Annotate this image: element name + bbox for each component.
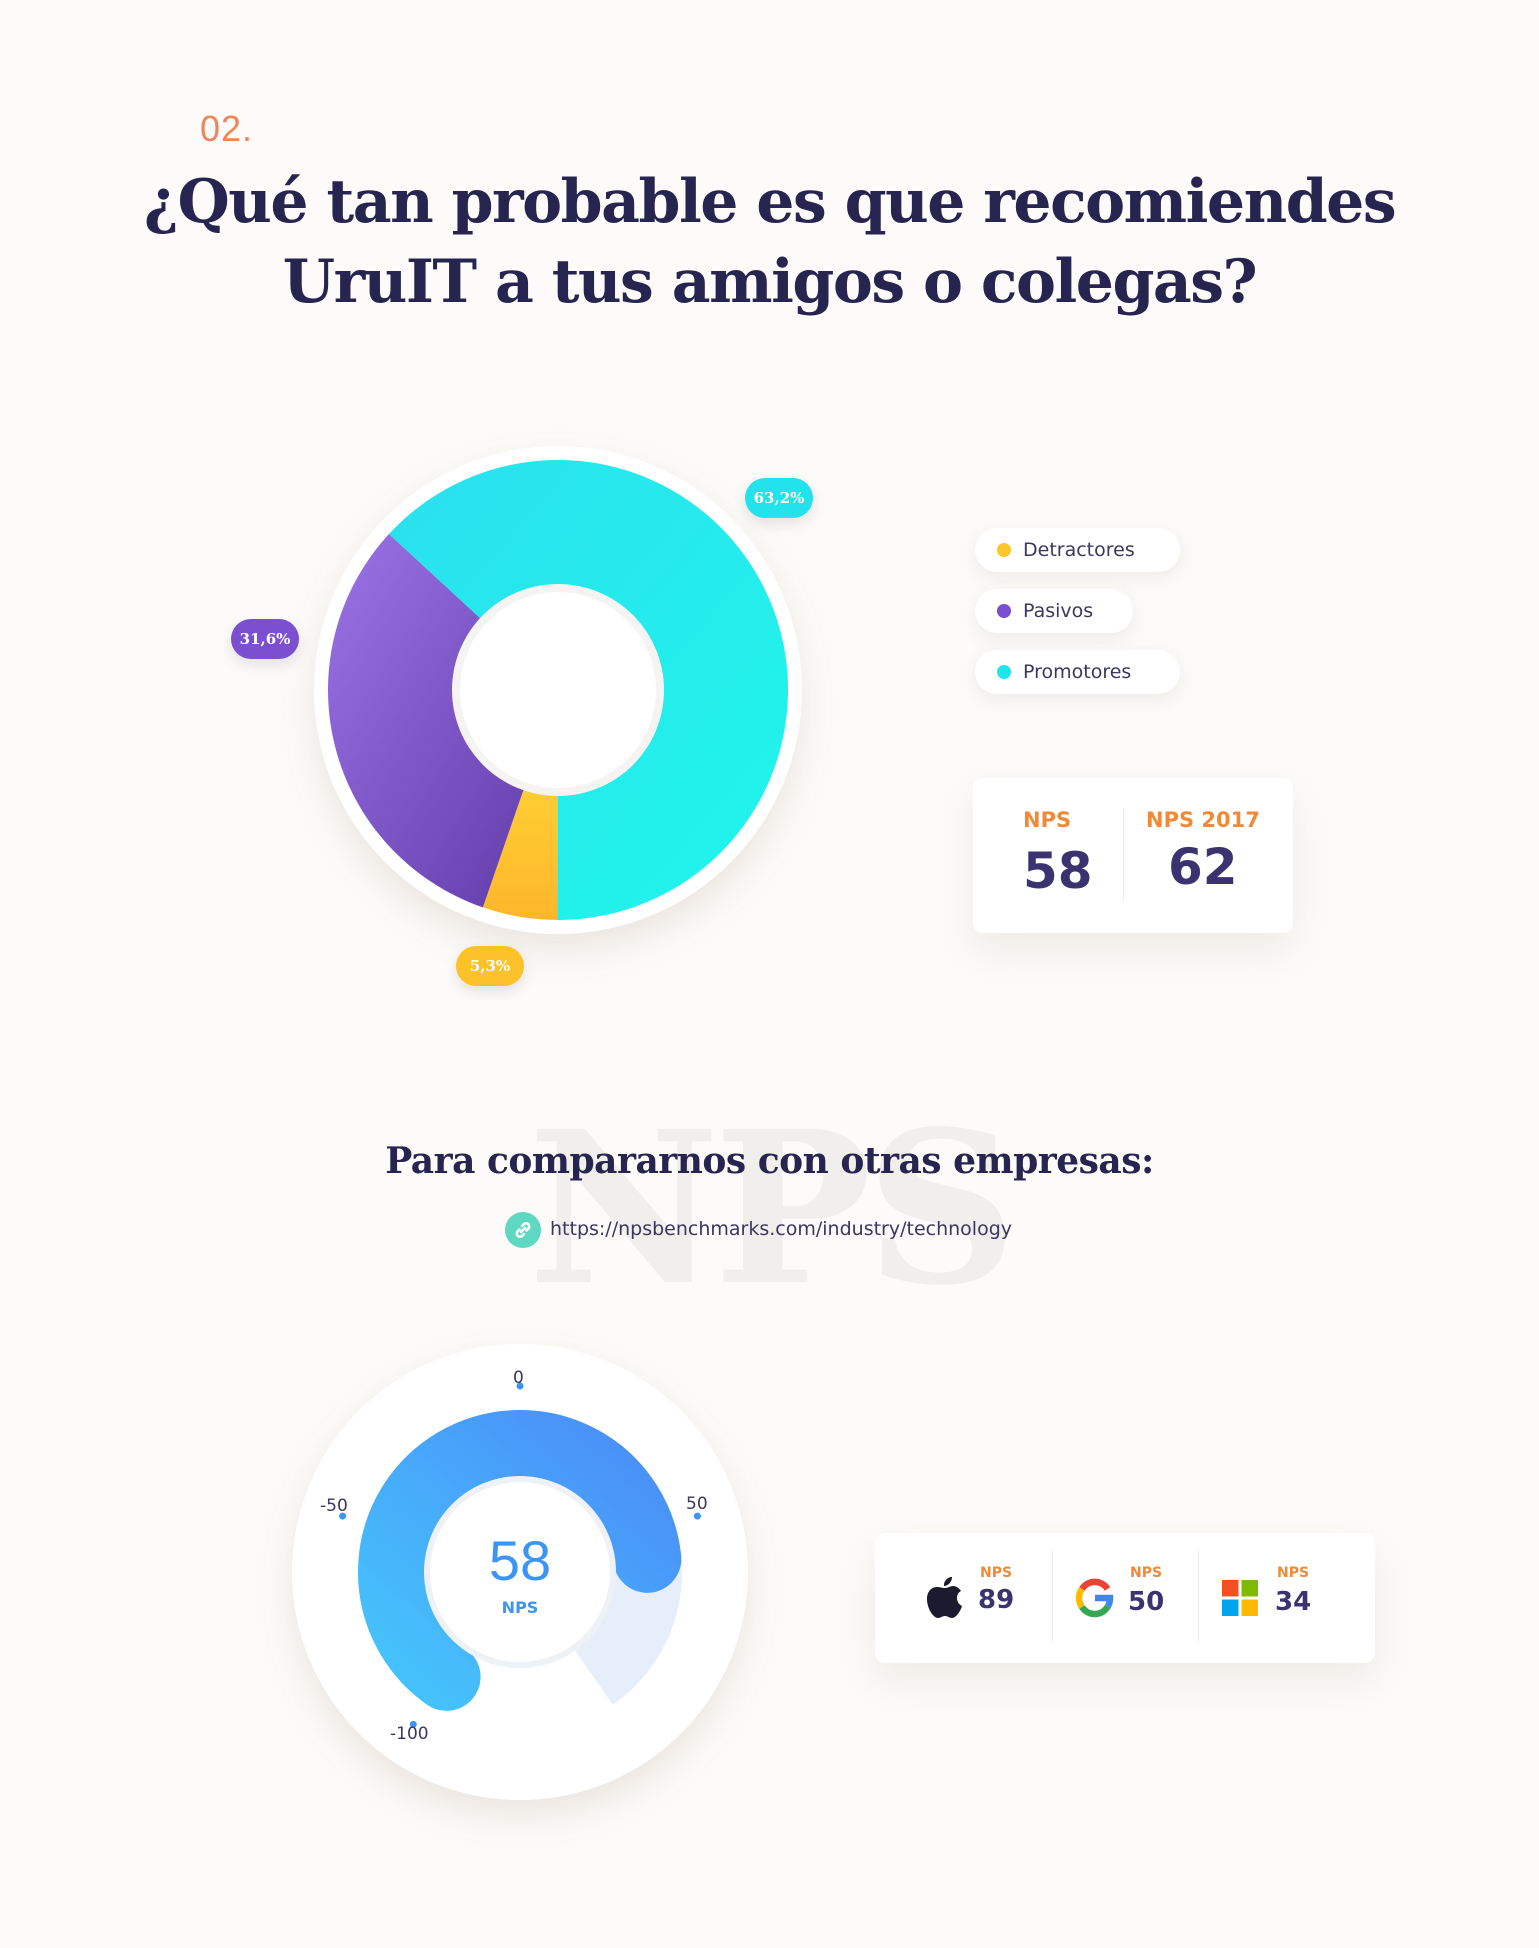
page-title-line-2: UruIT a tus amigos o colegas?: [282, 247, 1258, 317]
google-nps-value: 50: [1128, 1587, 1165, 1617]
legend-label-detractores: Detractores: [1023, 539, 1135, 561]
compare-heading: Para compararnos con otras empresas:: [385, 1140, 1154, 1182]
data-label-promotores: 63,2%: [745, 478, 813, 518]
legend-item-pasivos: Pasivos: [975, 589, 1133, 633]
nps-card-divider: [1123, 808, 1124, 900]
microsoft-nps-value: 34: [1275, 1587, 1312, 1617]
nps-current-value: 58: [1023, 842, 1093, 900]
google-icon: [1075, 1578, 1114, 1618]
gauge-tick-label-50: 50: [686, 1494, 708, 1514]
gauge-tick-label-minus-50: -50: [320, 1496, 348, 1516]
legend-dot-promotores: [997, 665, 1011, 679]
nps-watermark: NPS: [527, 1085, 1018, 1332]
legend-item-detractores: Detractores: [975, 528, 1180, 572]
page-title-line-1: ¿Qué tan probable es que recomiendes: [143, 167, 1397, 237]
gauge-tick-label-0: 0: [513, 1368, 524, 1388]
gauge-tick-label-minus-100: -100: [390, 1724, 429, 1744]
gauge-fill: [358, 1410, 682, 1711]
gauge-tick-dot: [516, 1382, 524, 1390]
gauge-label: NPS: [501, 1598, 539, 1617]
donut-hole: [460, 592, 656, 788]
gauge-tick-dot: [409, 1720, 417, 1728]
company-divider-1: [1052, 1551, 1053, 1641]
legend-dot-pasivos: [997, 604, 1011, 618]
legend-item-promotores: Promotores: [975, 650, 1180, 694]
legend-label-promotores: Promotores: [1023, 661, 1132, 683]
section-number: 02.: [200, 108, 254, 149]
data-label-pasivos: 31,6%: [231, 619, 299, 659]
microsoft-nps-label: NPS: [1277, 1565, 1310, 1581]
company-divider-2: [1198, 1551, 1199, 1641]
nps-current-label: NPS: [1023, 808, 1072, 832]
apple-icon: [927, 1577, 962, 1618]
nps-previous-value: 62: [1168, 838, 1238, 896]
gauge-tick-dot: [339, 1512, 347, 1520]
nps-previous-label: NPS 2017: [1146, 808, 1260, 832]
gauge-center: [430, 1482, 610, 1662]
apple-nps-label: NPS: [980, 1565, 1013, 1581]
company-benchmark-card: NPS 89 NPS 50 NPS 34: [875, 1533, 1375, 1663]
page-title: ¿Qué tan probable es que recomiendes Uru…: [100, 162, 1439, 322]
legend-dot-detractores: [997, 543, 1011, 557]
legend-label-pasivos: Pasivos: [1023, 600, 1094, 622]
microsoft-icon: [1222, 1580, 1258, 1616]
benchmark-link[interactable]: https://npsbenchmarks.com/industry/techn…: [550, 1218, 1013, 1240]
gauge-tick-dot: [693, 1512, 701, 1520]
google-nps-label: NPS: [1130, 1565, 1163, 1581]
apple-nps-value: 89: [978, 1585, 1015, 1615]
nps-score-card: NPS 58 NPS 2017 62: [973, 778, 1293, 933]
gauge-ticks: [339, 1382, 701, 1728]
gauge-value: 58: [488, 1529, 552, 1592]
link-icon[interactable]: [505, 1212, 541, 1248]
donut-slice-pasivos: [328, 534, 558, 908]
data-label-detractores: 5,3%: [456, 946, 524, 986]
